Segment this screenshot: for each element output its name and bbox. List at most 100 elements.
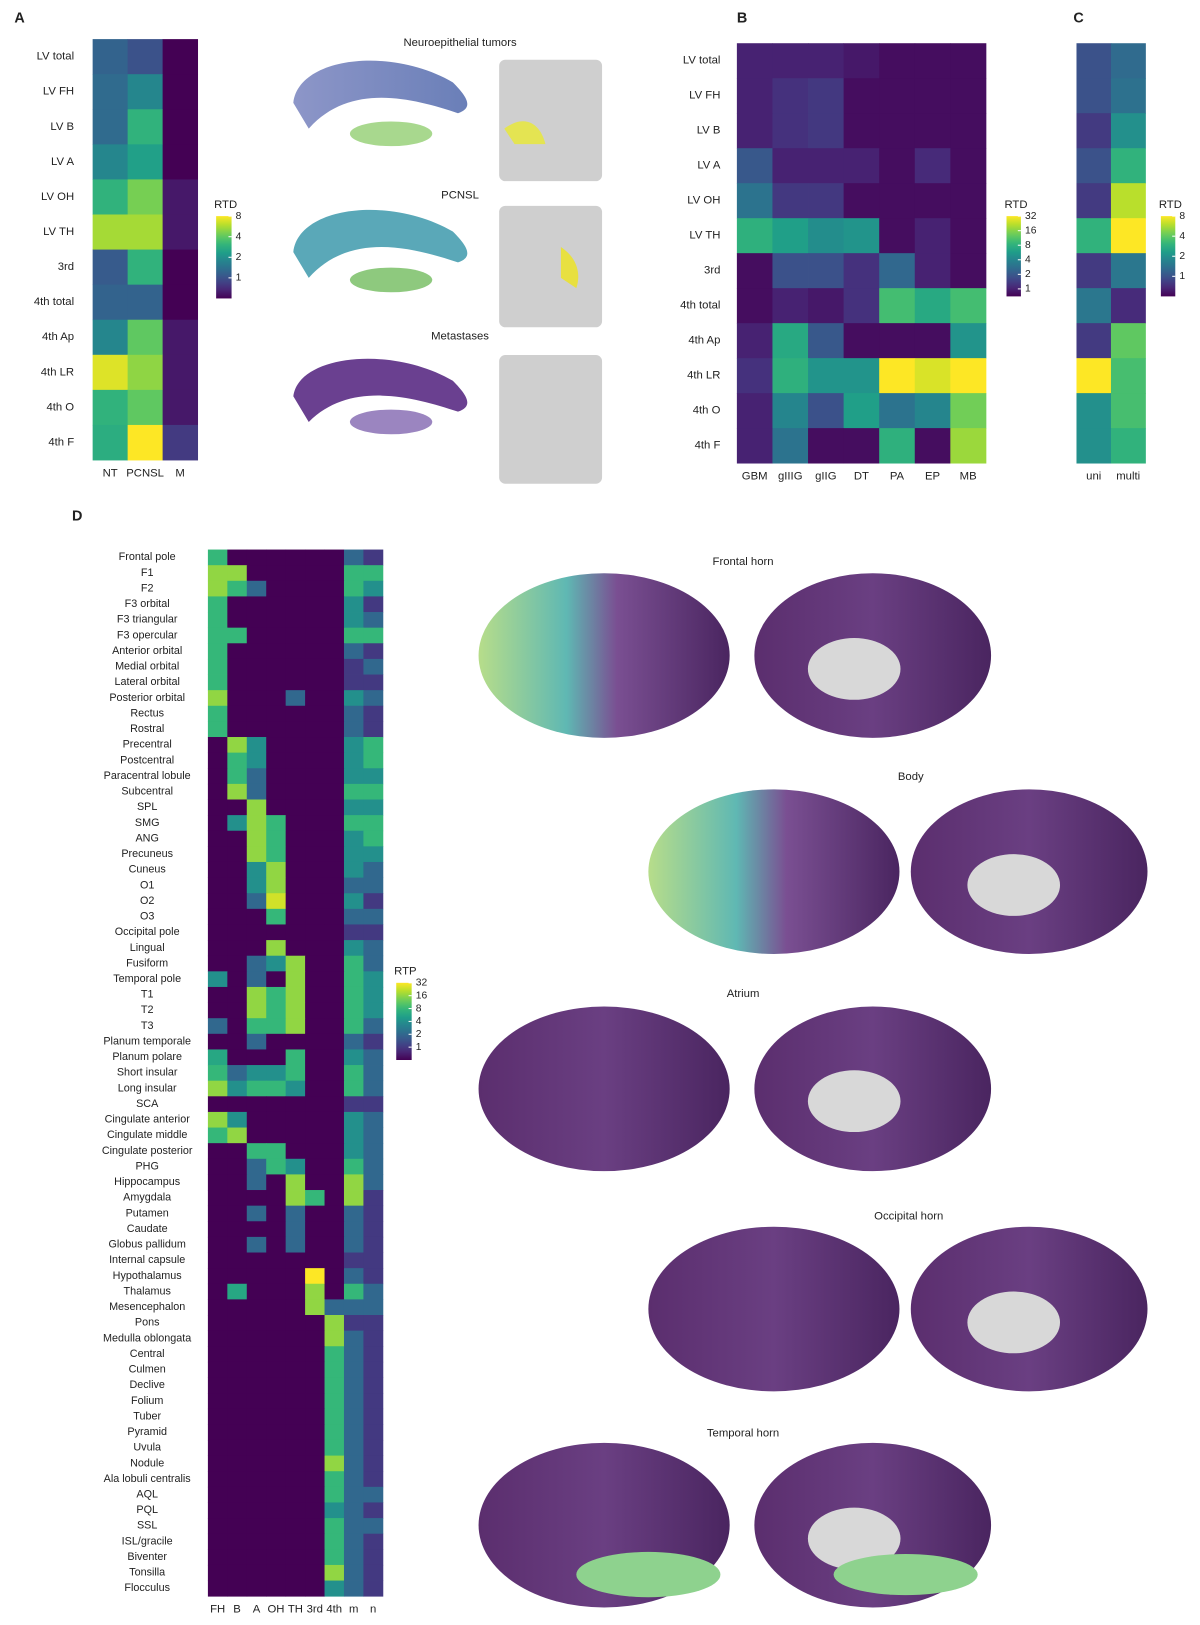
row-label: Rostral [130, 723, 164, 735]
heatmap-cell [207, 1299, 228, 1316]
heatmap-cell [363, 799, 384, 816]
heatmap-cell [305, 1096, 325, 1113]
heatmap-cell [305, 627, 325, 644]
heatmap-cell [127, 389, 164, 426]
heatmap-cell [950, 358, 987, 394]
heatmap-cell [305, 549, 325, 566]
row-label: Rectus [130, 707, 164, 719]
row-label: Ala lobuli centralis [104, 1473, 192, 1485]
heatmap-cell [285, 1580, 306, 1597]
row-label: Mesencephalon [109, 1301, 185, 1313]
heatmap-cell [736, 113, 773, 149]
heatmap-cell [324, 1299, 345, 1316]
heatmap-cell [266, 908, 287, 925]
heatmap-cell [772, 183, 809, 219]
heatmap-cell [246, 1564, 267, 1581]
heatmap-cell [285, 1236, 306, 1253]
heatmap-cell [266, 612, 287, 629]
heatmap-cell [227, 1065, 248, 1082]
heatmap-cell [343, 1205, 364, 1222]
column-label: B [233, 1604, 241, 1616]
heatmap-cell [285, 565, 306, 582]
heatmap-cell [162, 354, 199, 391]
heatmap-cell [324, 1580, 345, 1597]
heatmap-cell [305, 752, 325, 769]
heatmap-cell [227, 971, 248, 988]
heatmap-cell [207, 783, 228, 800]
heatmap-cell [363, 1502, 384, 1519]
heatmap-cell [246, 924, 267, 941]
heatmap-cell [363, 1315, 384, 1332]
heatmap-cell [363, 1143, 384, 1160]
heatmap-cell [227, 690, 248, 707]
heatmap-cell [246, 565, 267, 582]
heatmap-cell [92, 284, 129, 321]
column-label: GBM [742, 470, 768, 482]
heatmap-cell [305, 1549, 325, 1566]
heatmap-cell [207, 658, 228, 675]
heatmap-cell [324, 986, 345, 1003]
heatmap-cell [246, 783, 267, 800]
heatmap-cell [324, 643, 345, 660]
heatmap-cell [266, 627, 287, 644]
heatmap-cell [207, 971, 228, 988]
heatmap-cell [266, 815, 287, 832]
heatmap-cell [343, 596, 364, 613]
heatmap-cell [343, 1236, 364, 1253]
heatmap-cell [914, 43, 951, 79]
heatmap-cell [266, 1018, 287, 1035]
row-label: 4th F [695, 440, 721, 452]
heatmap-cell [363, 1236, 384, 1253]
colorbar-tick-label: 2 [1025, 269, 1031, 280]
heatmap-cell [772, 218, 809, 254]
heatmap-cell [246, 1549, 267, 1566]
heatmap-cell [305, 565, 325, 582]
heatmap-cell [324, 1315, 345, 1332]
heatmap-cell [266, 924, 287, 941]
heatmap-cell [207, 1502, 228, 1519]
heatmap-cell [285, 721, 306, 738]
row-label: PQL [136, 1504, 158, 1516]
heatmap-cell [305, 1205, 325, 1222]
heatmap-cell [363, 1518, 384, 1535]
heatmap-cell [285, 1408, 306, 1425]
heatmap-cell [843, 218, 880, 254]
heatmap-cell [246, 721, 267, 738]
heatmap-cell [92, 109, 129, 145]
heatmap-cell [305, 705, 325, 722]
heatmap-cell [324, 690, 345, 707]
heatmap-cell [207, 580, 228, 597]
heatmap-cell [127, 144, 164, 180]
heatmap-cell [266, 971, 287, 988]
heatmap-cell [227, 1346, 248, 1363]
heatmap-cell [207, 1174, 228, 1191]
heatmap-cell [324, 1518, 345, 1535]
heatmap-cell [324, 1564, 345, 1581]
heatmap-cell [950, 323, 987, 359]
heatmap-cell [363, 1424, 384, 1441]
row-label: Fusiform [126, 957, 168, 969]
heatmap-cell [914, 323, 951, 359]
heatmap-cell [285, 893, 306, 910]
heatmap-cell [843, 393, 880, 429]
heatmap-cell [772, 43, 809, 79]
heatmap-cell [324, 971, 345, 988]
heatmap-cell [266, 1315, 287, 1332]
heatmap-cell [772, 358, 809, 394]
heatmap-cell [246, 752, 267, 769]
row-label: Lingual [130, 942, 165, 954]
heatmap-cell [266, 1439, 287, 1457]
heatmap-cell [207, 612, 228, 629]
colorbar-title: RTD [1159, 199, 1182, 211]
heatmap-cell [207, 908, 228, 925]
row-label: Temporal pole [113, 973, 181, 985]
heatmap-cell [227, 752, 248, 769]
row-label: LV B [50, 121, 74, 133]
heatmap-cell [246, 1049, 267, 1066]
heatmap-cell [879, 78, 916, 114]
heatmap-cell [343, 971, 364, 988]
heatmap-cell [305, 986, 325, 1003]
row-label: T1 [141, 989, 154, 1001]
heatmap-cell [285, 1361, 306, 1378]
heatmap-cell [324, 1033, 345, 1050]
